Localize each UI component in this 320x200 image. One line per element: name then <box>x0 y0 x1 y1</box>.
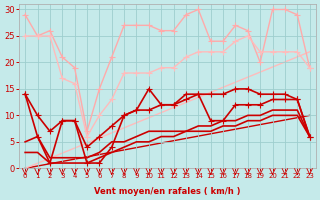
X-axis label: Vent moyen/en rafales ( km/h ): Vent moyen/en rafales ( km/h ) <box>94 187 241 196</box>
